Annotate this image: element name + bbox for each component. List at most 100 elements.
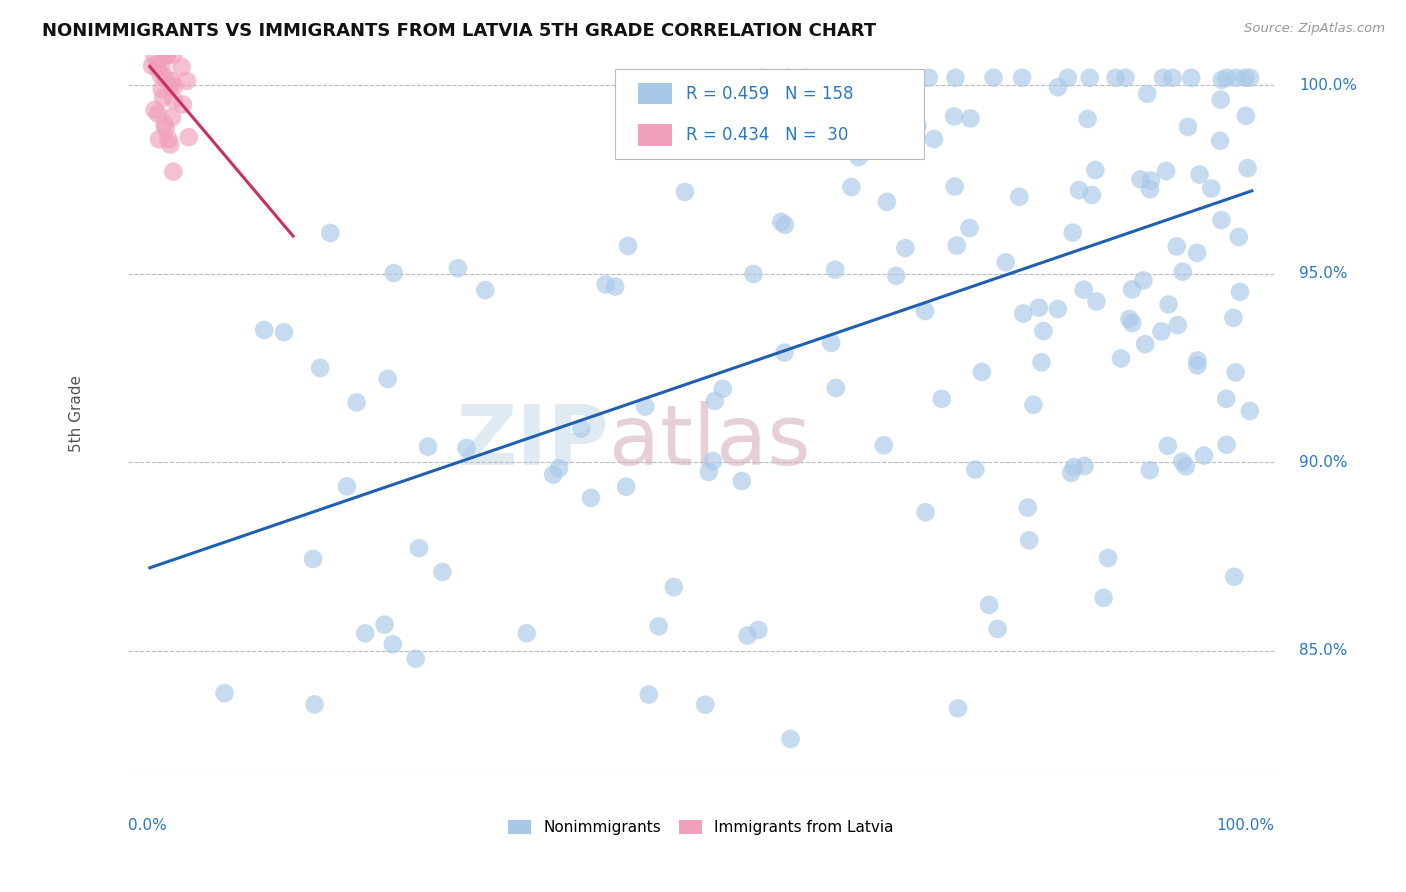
Point [1121,316,1143,330]
Point [172,97,194,112]
Point [1046,301,1069,316]
Point [432,565,454,579]
Point [1177,120,1199,134]
Point [416,440,439,454]
Point [1167,318,1189,332]
Point [170,60,193,74]
Point [742,267,765,281]
Point [1140,173,1163,187]
Point [1046,80,1069,95]
Point [959,221,981,235]
Point [346,395,368,409]
Point [157,132,180,146]
Point [1104,70,1126,85]
Point [1017,500,1039,515]
Point [634,400,657,414]
Point [1067,183,1090,197]
Text: 90.0%: 90.0% [1299,455,1347,470]
Point [156,48,179,62]
Point [143,103,166,117]
Point [159,137,181,152]
Point [405,651,427,665]
Text: 85.0%: 85.0% [1299,643,1347,658]
Text: 100.0%: 100.0% [1216,818,1274,833]
Point [569,421,592,435]
Text: atlas: atlas [609,401,811,483]
Point [1215,392,1237,406]
Point [943,110,966,124]
Point [146,60,169,74]
Point [1097,550,1119,565]
Point [153,70,176,84]
Text: 0.0%: 0.0% [128,818,166,833]
Point [1234,109,1257,123]
Point [160,110,183,124]
Point [152,90,174,104]
Point [1121,282,1143,296]
Point [1132,273,1154,287]
Point [959,112,981,126]
Point [177,130,200,145]
Point [1227,230,1250,244]
Point [214,686,236,700]
Point [1188,168,1211,182]
Point [1012,306,1035,320]
Point [1077,112,1099,126]
Point [146,57,169,71]
Point [884,268,907,283]
Point [160,74,183,88]
Point [1174,459,1197,474]
Point [1081,188,1104,202]
Point [548,461,571,475]
Point [605,279,627,293]
Point [1187,359,1209,373]
Point [876,194,898,209]
Point [156,48,179,62]
Point [1236,161,1258,175]
Text: 5th Grade: 5th Grade [69,375,84,451]
Point [673,185,696,199]
Point [778,70,800,85]
Point [970,365,993,379]
Point [1063,460,1085,475]
Point [1092,591,1115,605]
Point [1187,353,1209,368]
Point [153,117,176,131]
Point [1223,570,1246,584]
Point [918,70,941,85]
Point [637,688,659,702]
Point [456,441,478,455]
Point [983,70,1005,85]
Point [302,552,325,566]
Point [783,77,806,91]
Point [273,325,295,339]
Point [1161,70,1184,85]
Point [848,150,870,164]
Point [979,598,1001,612]
Point [374,617,396,632]
Point [1234,70,1257,85]
Point [1225,366,1247,380]
Point [381,637,404,651]
Point [779,732,801,747]
Point [1139,182,1161,196]
Point [1154,164,1177,178]
Point [617,239,640,253]
Point [703,394,725,409]
Point [1085,294,1108,309]
Point [773,218,796,232]
Point [253,323,276,337]
Point [858,78,880,93]
Point [1215,70,1237,85]
Text: Source: ZipAtlas.com: Source: ZipAtlas.com [1244,22,1385,36]
Point [150,82,173,96]
Point [1201,181,1223,195]
Point [1239,404,1261,418]
Point [1032,324,1054,338]
Point [614,480,637,494]
Point [824,262,846,277]
Point [697,465,720,479]
Point [141,59,163,73]
Point [1078,70,1101,85]
Point [595,277,617,292]
